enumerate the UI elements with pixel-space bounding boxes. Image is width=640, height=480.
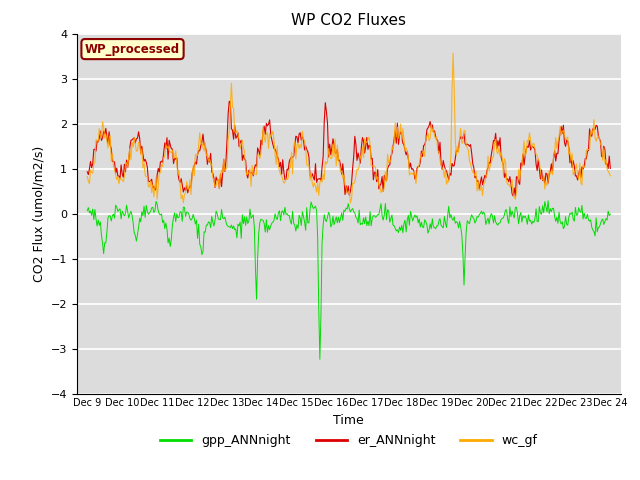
Legend: gpp_ANNnight, er_ANNnight, wc_gf: gpp_ANNnight, er_ANNnight, wc_gf: [155, 429, 543, 452]
gpp_ANNnight: [83, 208, 91, 214]
wc_gf: [304, 163, 312, 168]
wc_gf: [449, 50, 457, 56]
er_ANNnight: [377, 180, 385, 186]
er_ANNnight: [305, 154, 313, 160]
Y-axis label: CO2 Flux (umol/m2/s): CO2 Flux (umol/m2/s): [32, 145, 45, 282]
gpp_ANNnight: [561, 224, 568, 229]
er_ANNnight: [225, 98, 233, 104]
wc_gf: [470, 170, 477, 176]
Line: wc_gf: wc_gf: [87, 53, 611, 203]
gpp_ANNnight: [544, 198, 552, 204]
wc_gf: [377, 190, 385, 195]
gpp_ANNnight: [304, 220, 312, 226]
gpp_ANNnight: [469, 215, 477, 220]
wc_gf: [561, 131, 568, 137]
wc_gf: [347, 200, 355, 206]
er_ANNnight: [561, 140, 568, 145]
er_ANNnight: [247, 170, 255, 176]
gpp_ANNnight: [377, 201, 385, 206]
wc_gf: [83, 174, 91, 180]
gpp_ANNnight: [316, 357, 324, 362]
Title: WP CO2 Fluxes: WP CO2 Fluxes: [291, 13, 406, 28]
er_ANNnight: [511, 193, 519, 199]
Line: gpp_ANNnight: gpp_ANNnight: [87, 201, 611, 360]
Text: WP_processed: WP_processed: [85, 43, 180, 56]
gpp_ANNnight: [607, 211, 614, 217]
wc_gf: [246, 166, 254, 171]
er_ANNnight: [607, 166, 614, 171]
gpp_ANNnight: [246, 206, 254, 212]
gpp_ANNnight: [403, 229, 410, 235]
er_ANNnight: [83, 169, 91, 175]
wc_gf: [403, 145, 410, 151]
er_ANNnight: [403, 152, 410, 158]
Line: er_ANNnight: er_ANNnight: [87, 101, 611, 196]
er_ANNnight: [469, 161, 477, 167]
X-axis label: Time: Time: [333, 414, 364, 427]
wc_gf: [607, 173, 614, 179]
